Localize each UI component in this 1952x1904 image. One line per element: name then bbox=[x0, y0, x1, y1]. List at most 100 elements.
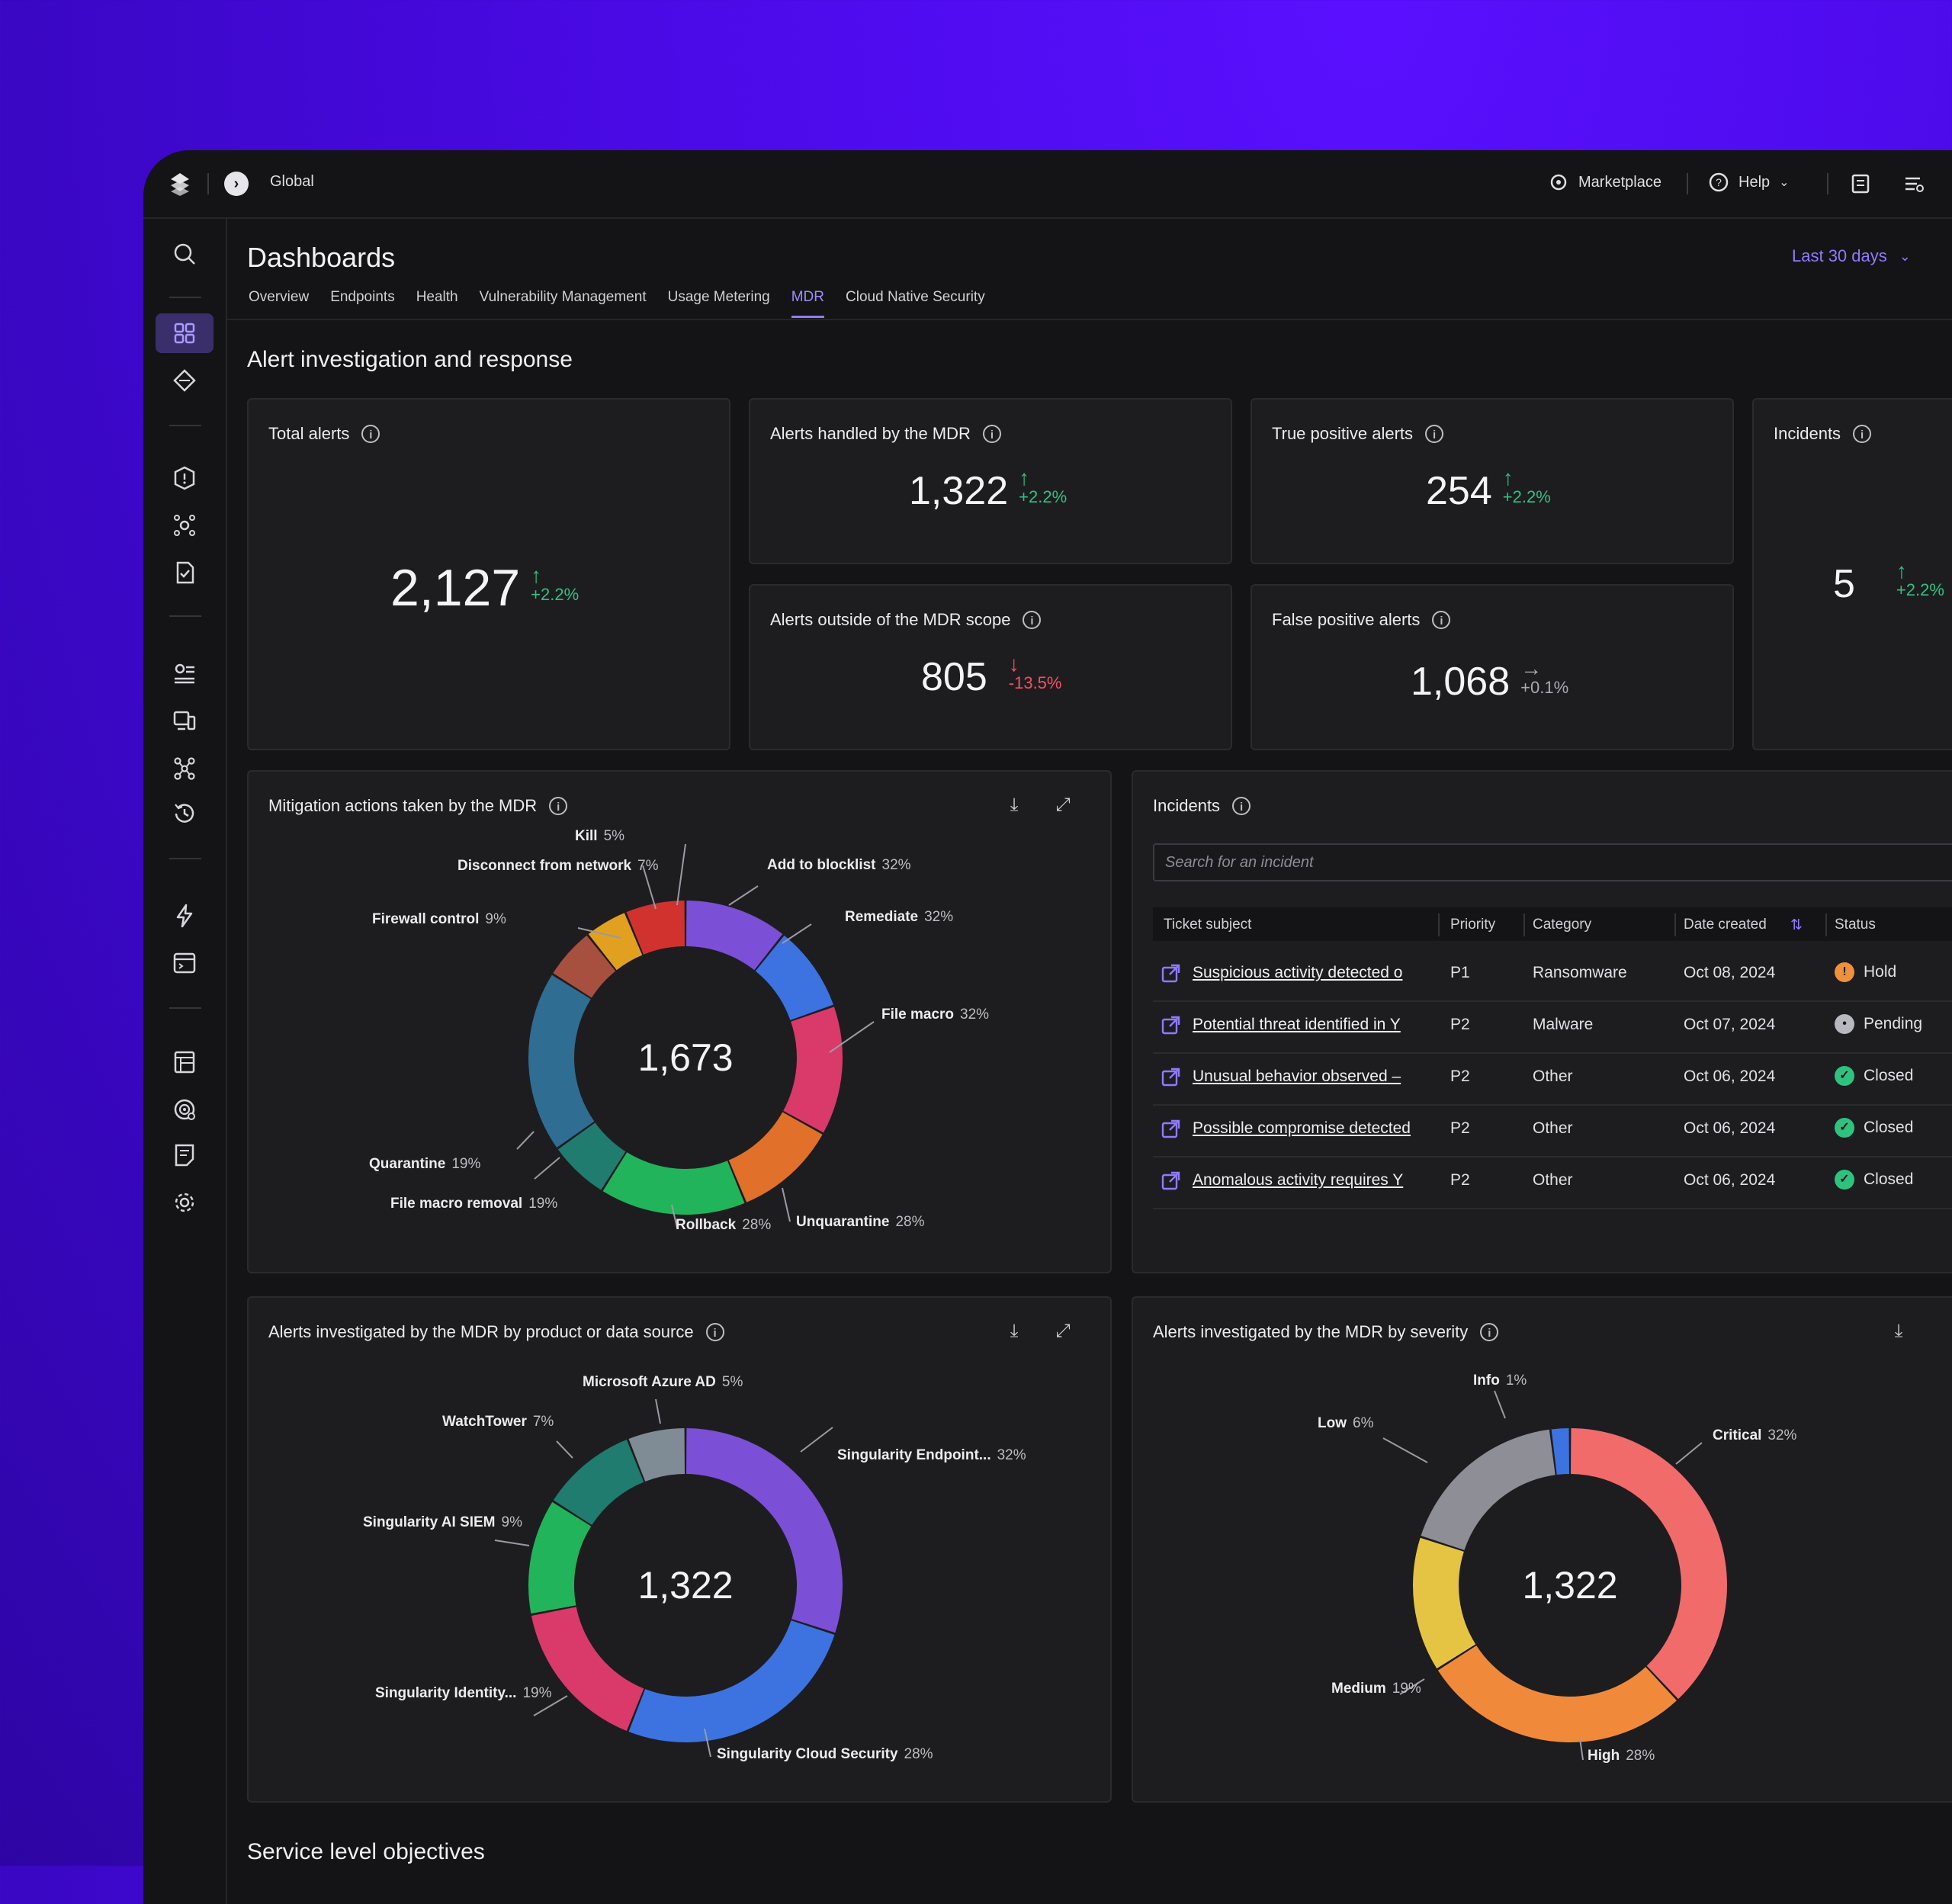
sidebar-graph[interactable] bbox=[168, 751, 201, 785]
info-icon[interactable]: i bbox=[1853, 425, 1872, 443]
donut-segment-info[interactable] bbox=[1551, 1428, 1569, 1475]
tab-cloud-native-security[interactable]: Cloud Native Security bbox=[846, 289, 985, 305]
sidebar-threat-intel[interactable] bbox=[168, 1093, 201, 1126]
sidebar-dashboards[interactable] bbox=[156, 313, 214, 353]
sidebar-purple-ai[interactable] bbox=[168, 364, 201, 397]
tab-endpoints[interactable]: Endpoints bbox=[330, 289, 395, 305]
sentinelone-logo-icon[interactable] bbox=[165, 169, 195, 199]
column-category[interactable]: Category bbox=[1533, 917, 1592, 933]
donut-segment-remediate[interactable] bbox=[755, 935, 833, 1020]
ticket-subject-link[interactable]: Anomalous activity requires Y bbox=[1193, 1171, 1404, 1189]
donut-segment-disconnect[interactable] bbox=[588, 913, 643, 971]
table-row[interactable]: Suspicious activity detected o P1 Ransomwa… bbox=[1153, 949, 1952, 1002]
info-icon[interactable]: i bbox=[1432, 611, 1451, 629]
external-link-icon[interactable] bbox=[1161, 1014, 1182, 1035]
external-link-icon[interactable] bbox=[1161, 1170, 1182, 1191]
donut-segment-file-macro[interactable] bbox=[783, 1007, 843, 1133]
donut-segment-quarantine[interactable] bbox=[528, 974, 595, 1148]
tab-vulnerability-management[interactable]: Vulnerability Management bbox=[479, 289, 647, 305]
ticket-subject-link[interactable]: Unusual behavior observed – bbox=[1193, 1068, 1401, 1085]
donut-segment-unquarantine[interactable] bbox=[728, 1112, 823, 1202]
download-icon[interactable]: ⤓ bbox=[1894, 1321, 1903, 1341]
table-row[interactable]: Unusual behavior observed – P2 Other Oct 06… bbox=[1153, 1052, 1952, 1106]
sidebar-devices[interactable] bbox=[168, 704, 201, 737]
expand-icon[interactable]: ⤢ bbox=[1055, 795, 1071, 815]
info-icon[interactable]: i bbox=[1232, 797, 1251, 815]
tab-usage-metering[interactable]: Usage Metering bbox=[667, 289, 770, 305]
sidebar-logs[interactable] bbox=[168, 1045, 201, 1079]
date-range-label: Last 30 days bbox=[1792, 246, 1887, 265]
outside-scope-card[interactable]: Alerts outside of the MDR scope i 805 ↓ -1… bbox=[749, 584, 1232, 750]
donut-segment-critical[interactable] bbox=[1571, 1428, 1727, 1700]
date-range-select[interactable]: Last 30 days ⌄ bbox=[1792, 246, 1911, 266]
sidebar-history[interactable] bbox=[168, 797, 201, 830]
expand-icon[interactable]: ⤢ bbox=[1055, 1321, 1071, 1341]
incident-search-input[interactable]: Search for an incident bbox=[1153, 843, 1952, 881]
info-icon[interactable]: i bbox=[1425, 425, 1444, 443]
ticket-subject-link[interactable]: Suspicious activity detected o bbox=[1193, 964, 1403, 981]
help-menu[interactable]: ? Help ⌄ bbox=[1708, 172, 1790, 193]
true-positive-card[interactable]: True positive alerts i 254 ↑ +2.2% bbox=[1250, 398, 1734, 564]
info-icon[interactable]: i bbox=[361, 425, 380, 443]
donut-segment-kill[interactable] bbox=[626, 901, 685, 955]
tab-health[interactable]: Health bbox=[416, 289, 458, 305]
column-priority[interactable]: Priority bbox=[1450, 917, 1496, 933]
download-icon[interactable]: ⤓ bbox=[1010, 795, 1019, 815]
table-row[interactable]: Potential threat identified in Y P2 Malwar… bbox=[1153, 1000, 1952, 1054]
tab-mdr[interactable]: MDR bbox=[791, 289, 825, 318]
false-positive-card[interactable]: False positive alerts i 1,068 → +0.1% bbox=[1250, 584, 1734, 750]
column-date-created[interactable]: Date created bbox=[1684, 917, 1767, 933]
sidebar-search[interactable] bbox=[168, 237, 201, 271]
donut-segment-file-macro-removal[interactable] bbox=[557, 1122, 626, 1190]
marketplace-button[interactable]: Marketplace bbox=[1548, 172, 1661, 193]
donut-segment-medium[interactable] bbox=[1413, 1537, 1476, 1669]
sidebar-exposures[interactable] bbox=[168, 509, 201, 542]
sidebar-reports[interactable] bbox=[168, 556, 201, 589]
metric-value: 1,322 bbox=[909, 469, 1009, 513]
sidebar-alerts[interactable] bbox=[168, 461, 201, 495]
donut-segment-low[interactable] bbox=[1421, 1429, 1556, 1550]
donut-segment-watchtower[interactable] bbox=[553, 1440, 644, 1525]
donut-segment-add-to-blocklist[interactable] bbox=[686, 901, 783, 971]
ticket-subject-link[interactable]: Potential threat identified in Y bbox=[1193, 1016, 1401, 1033]
notes-icon[interactable] bbox=[1850, 173, 1871, 194]
info-icon[interactable]: i bbox=[982, 425, 1001, 443]
download-icon[interactable]: ⤓ bbox=[1010, 1321, 1019, 1341]
table-row[interactable]: Possible compromise detected P2 Other Oct 0… bbox=[1153, 1104, 1952, 1157]
donut-segment-high[interactable] bbox=[1437, 1646, 1677, 1742]
sidebar-console[interactable] bbox=[168, 946, 201, 980]
incidents-card[interactable]: Incidents i 5 ↑ +2.2% bbox=[1752, 398, 1952, 750]
column-status[interactable]: Status bbox=[1835, 917, 1876, 933]
donut-segment-singularity-endpoint[interactable] bbox=[686, 1428, 843, 1633]
sidebar-automation[interactable] bbox=[168, 899, 201, 933]
donut-segment-singularity-identity[interactable] bbox=[531, 1607, 644, 1731]
info-icon[interactable]: i bbox=[1480, 1323, 1499, 1341]
total-alerts-card[interactable]: Total alerts i 2,127 ↑ +2.2% bbox=[247, 398, 730, 750]
info-icon[interactable]: i bbox=[705, 1323, 724, 1341]
activity-list-icon[interactable] bbox=[1903, 173, 1925, 194]
external-link-icon[interactable] bbox=[1161, 1118, 1182, 1139]
table-row[interactable]: Anomalous activity requires Y P2 Other Oct … bbox=[1153, 1156, 1952, 1209]
sidebar-identity[interactable] bbox=[168, 657, 201, 690]
info-icon[interactable]: i bbox=[1023, 611, 1042, 629]
external-link-icon[interactable] bbox=[1161, 1066, 1182, 1087]
info-icon[interactable]: i bbox=[549, 797, 568, 815]
donut-segment-firewall-control[interactable] bbox=[553, 935, 616, 998]
sort-icon[interactable]: ⇅ bbox=[1790, 917, 1803, 933]
external-link-icon[interactable] bbox=[1161, 962, 1182, 984]
ticket-subject-link[interactable]: Possible compromise detected bbox=[1193, 1119, 1411, 1137]
donut-segment-singularity-cloud-security[interactable] bbox=[628, 1620, 835, 1742]
sidebar-notes[interactable] bbox=[168, 1138, 201, 1172]
donut-segment-rollback[interactable] bbox=[602, 1152, 745, 1215]
scope-label[interactable]: Global bbox=[270, 173, 314, 190]
priority-cell: P2 bbox=[1450, 1068, 1470, 1085]
category-cell: Other bbox=[1533, 1171, 1573, 1189]
sidebar-settings[interactable] bbox=[168, 1186, 201, 1219]
column-ticket-subject[interactable]: Ticket subject bbox=[1164, 917, 1252, 933]
alerts-handled-card[interactable]: Alerts handled by the MDR i 1,322 ↑ +2.2% bbox=[749, 398, 1232, 564]
chevron-right-icon[interactable]: › bbox=[224, 172, 249, 196]
top-bar: › Global Marketplace ? Help ⌄ bbox=[143, 150, 1952, 219]
donut-segment-microsoft-azure-ad[interactable] bbox=[628, 1428, 685, 1482]
tab-overview[interactable]: Overview bbox=[249, 289, 310, 305]
donut-segment-singularity-ai-siem[interactable] bbox=[528, 1501, 592, 1614]
